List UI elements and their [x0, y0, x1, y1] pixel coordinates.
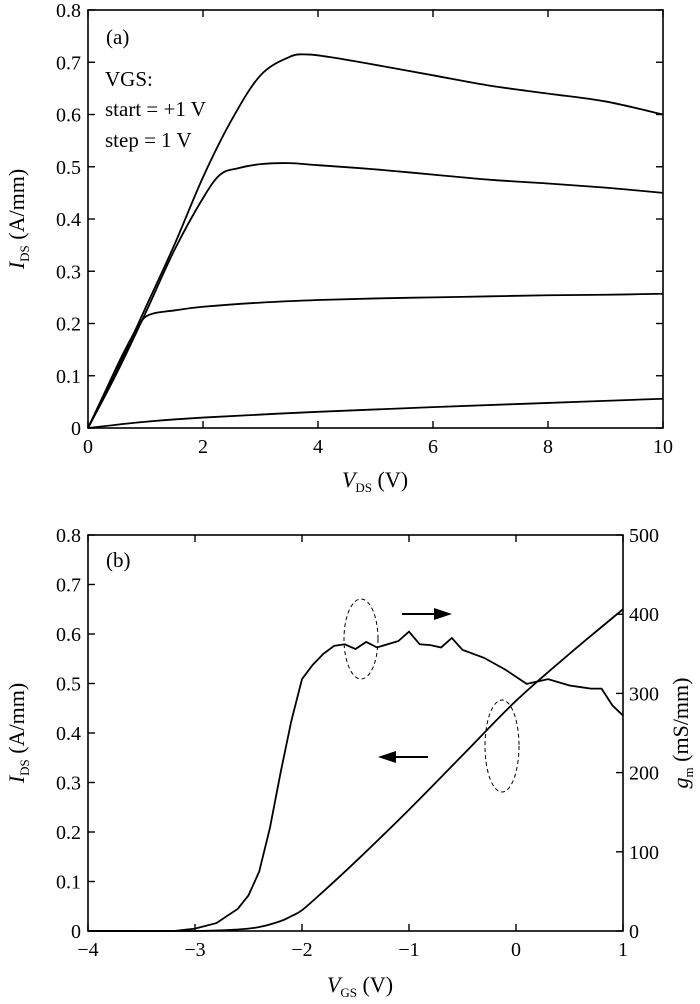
panel-b-xlabel: VGS (V): [327, 972, 393, 1000]
y-tick-label: 0.3: [56, 261, 81, 283]
annotation-vgs: VGS:: [105, 67, 153, 91]
panel-a-ylabel: IDS (A/mm): [4, 169, 32, 270]
y-tick-label: 0.8: [56, 525, 81, 547]
y-tick-label: 0.1: [56, 366, 81, 388]
panel-b-frame: [87, 534, 624, 932]
y-tick-label: 0: [71, 418, 81, 440]
panel-b-ylabel-right: gm (mS/mm): [668, 678, 696, 789]
x-tick-label: 2: [198, 436, 208, 458]
annotation-step: step = 1 V: [105, 128, 192, 152]
ids-vds-curve-2: [87, 162, 664, 429]
y2-tick-label: 0: [629, 921, 639, 943]
y2-tick-label: 100: [629, 842, 659, 864]
panel-a: 0 2 4 6 8 10 0 0.1 0.2 0.3 0.4 0.5 0.6 0.7 0.8 (a) VGS…: [4, 0, 673, 495]
x-tick-label: 8: [543, 436, 553, 458]
arrow-right-icon: [402, 608, 452, 620]
y-tick-label: 0.2: [56, 822, 81, 844]
x-tick-label: 1: [618, 939, 628, 961]
panel-a-xlabel: VDS (V): [342, 467, 408, 495]
y2-tick-label: 200: [629, 763, 659, 785]
ids-vgs-curve: [87, 608, 624, 933]
ellipse-gm-marker: [343, 598, 379, 680]
x-tick-label: −1: [398, 939, 419, 961]
ids-vds-curve-1: [87, 53, 664, 429]
ellipse-ids-marker: [484, 699, 520, 793]
x-tick-label: −2: [291, 939, 312, 961]
y-tick-label: 0.7: [56, 575, 81, 597]
x-tick-label: 10: [653, 436, 673, 458]
y-tick-label: 0.5: [56, 157, 81, 179]
panel-a-ticks: 0 2 4 6 8 10 0 0.1 0.2 0.3 0.4 0.5 0.6 0.7 0.8: [56, 0, 673, 458]
y-tick-label: 0.6: [56, 624, 81, 646]
panel-a-frame: [87, 9, 664, 429]
x-tick-label: −4: [77, 939, 98, 961]
panel-b-series: [87, 608, 624, 933]
panel-a-series: [87, 53, 664, 429]
panel-b-ticks: −4 −3 −2 −1 0 100.10.20.30.40.50.60.70.801002…: [56, 525, 659, 961]
x-tick-label: 0: [511, 939, 521, 961]
y-tick-label: 0.4: [56, 209, 81, 231]
x-tick-label: 4: [313, 436, 323, 458]
y-tick-label: 0.6: [56, 105, 81, 127]
x-tick-label: 0: [83, 436, 93, 458]
panel-b: −4 −3 −2 −1 0 100.10.20.30.40.50.60.70.801002…: [4, 525, 696, 1000]
x-tick-label: −3: [184, 939, 205, 961]
y-tick-label: 0: [71, 921, 81, 943]
y-tick-label: 0.3: [56, 773, 81, 795]
y-tick-label: 0.5: [56, 674, 81, 696]
panel-b-label: (b): [106, 548, 131, 572]
panel-a-label: (a): [106, 25, 129, 49]
gm-curve: [88, 630, 624, 932]
y2-tick-label: 400: [629, 604, 659, 626]
y-tick-label: 0.4: [56, 723, 81, 745]
ids-vds-curve-4: [87, 397, 664, 429]
annotation-start: start = +1 V: [105, 97, 206, 121]
y-tick-label: 0.2: [56, 314, 81, 336]
panel-b-ylabel-left: IDS (A/mm): [4, 683, 32, 784]
y2-tick-label: 500: [629, 525, 659, 547]
ids-vds-curve-3: [87, 292, 664, 429]
y2-tick-label: 300: [629, 683, 659, 705]
y-tick-label: 0.8: [56, 0, 81, 22]
y-tick-label: 0.7: [56, 52, 81, 74]
x-tick-label: 6: [428, 436, 438, 458]
y-tick-label: 0.1: [56, 872, 81, 894]
arrow-left-icon: [378, 751, 428, 763]
